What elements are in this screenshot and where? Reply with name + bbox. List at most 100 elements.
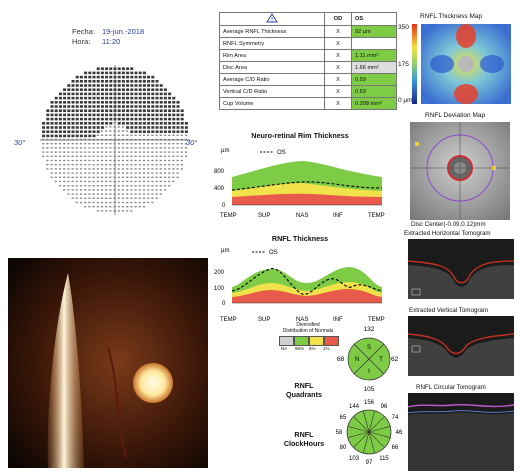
- vf-point: [138, 130, 142, 133]
- vf-point: [130, 151, 133, 153]
- vf-point: [126, 180, 129, 183]
- vf-point: [159, 189, 162, 191]
- vf-point: [151, 105, 155, 108]
- scale-min: 0 µm: [398, 97, 413, 104]
- vf-point: [117, 151, 120, 153]
- vf-point: [58, 147, 62, 149]
- vf-point: [134, 201, 137, 204]
- vf-point: [126, 189, 129, 191]
- vf-point: [79, 113, 83, 117]
- vf-point: [168, 155, 171, 157]
- vf-point: [100, 88, 104, 91]
- vf-point: [54, 172, 57, 174]
- clockhour-divider: [353, 416, 370, 433]
- vertical-tomogram-title: Extracted Vertical Tomogram: [409, 307, 488, 314]
- vf-point: [113, 159, 116, 162]
- vf-point: [96, 101, 100, 104]
- vf-point: [96, 176, 99, 178]
- vf-point: [46, 134, 50, 138]
- vf-point: [163, 143, 167, 145]
- deviation-map-title: RNFL Deviation Map: [425, 112, 486, 119]
- circular-tomogram-title: RNFL Circular Tomogram: [416, 384, 486, 391]
- vf-point: [75, 180, 78, 183]
- rim-xtick-4: TEMP: [368, 213, 385, 219]
- vf-point: [163, 134, 167, 136]
- vf-point: [168, 101, 172, 104]
- vf-point: [121, 210, 125, 212]
- vf-point: [163, 164, 167, 166]
- vf-point: [79, 143, 83, 145]
- vf-point: [117, 138, 120, 141]
- vf-point: [75, 96, 79, 100]
- vf-point: [147, 92, 151, 96]
- vf-point: [168, 159, 171, 162]
- vf-point: [54, 168, 57, 170]
- vf-point: [105, 206, 108, 208]
- vf-point: [100, 67, 104, 70]
- vf-point: [113, 164, 116, 166]
- vf-point: [100, 168, 104, 170]
- vf-point: [168, 117, 172, 121]
- vf-point: [54, 180, 57, 183]
- vf-point: [155, 176, 158, 178]
- vf-point: [96, 206, 99, 208]
- vf-point: [84, 159, 87, 162]
- vf-point: [155, 164, 158, 166]
- vf-point: [84, 151, 87, 153]
- vf-point: [63, 180, 66, 183]
- vf-point: [147, 80, 151, 83]
- rim-chart: µm OS 800 400 0 TEMP SUP NAS INF TEMP: [214, 148, 385, 219]
- quadrant-n: N: [355, 357, 359, 363]
- vf-point: [50, 134, 54, 138]
- vf-point: [109, 126, 112, 128]
- vf-point: [75, 88, 79, 91]
- vf-point: [168, 92, 172, 96]
- vf-point: [92, 88, 96, 91]
- clockhour-divider: [368, 416, 385, 433]
- vf-point: [130, 105, 134, 108]
- vf-point: [88, 138, 91, 141]
- vf-point: [75, 130, 79, 133]
- vf-point: [134, 101, 138, 104]
- swatch-95: [294, 336, 309, 346]
- vf-point: [117, 71, 121, 75]
- vf-point: [71, 80, 75, 83]
- vf-point: [96, 75, 100, 79]
- vf-point: [109, 147, 112, 149]
- vf-point: [134, 96, 138, 100]
- vf-point: [121, 189, 125, 191]
- vf-point: [121, 197, 125, 199]
- vf-point: [88, 75, 92, 79]
- vf-point: [96, 84, 100, 87]
- vf-point: [88, 71, 92, 75]
- vf-point: [109, 172, 112, 174]
- vf-point: [172, 180, 175, 183]
- vf-point: [134, 122, 138, 125]
- vf-point: [46, 151, 49, 153]
- vf-point: [117, 159, 120, 162]
- vf-point: [105, 180, 108, 183]
- vf-point: [159, 164, 162, 166]
- vf-point: [117, 164, 120, 166]
- vf-point: [151, 92, 155, 96]
- vf-point: [142, 159, 146, 162]
- vf-point: [105, 96, 109, 100]
- vf-point: [176, 168, 179, 170]
- clockhour-value: 144: [349, 404, 360, 410]
- param-label: Rim Area: [219, 49, 325, 62]
- vf-point: [130, 122, 134, 125]
- vf-point: [147, 130, 151, 133]
- vf-point: [134, 176, 137, 178]
- vf-point: [79, 126, 83, 129]
- vf-point: [58, 122, 62, 125]
- vf-point: [100, 92, 104, 96]
- vf-point: [134, 88, 138, 91]
- vf-point: [126, 143, 129, 145]
- vf-point: [105, 113, 109, 117]
- vf-point: [172, 164, 175, 166]
- vf-point: [163, 180, 167, 183]
- vf-point: [84, 193, 87, 195]
- vf-point: [121, 134, 125, 136]
- vf-point: [100, 210, 104, 212]
- vf-point: [63, 122, 67, 125]
